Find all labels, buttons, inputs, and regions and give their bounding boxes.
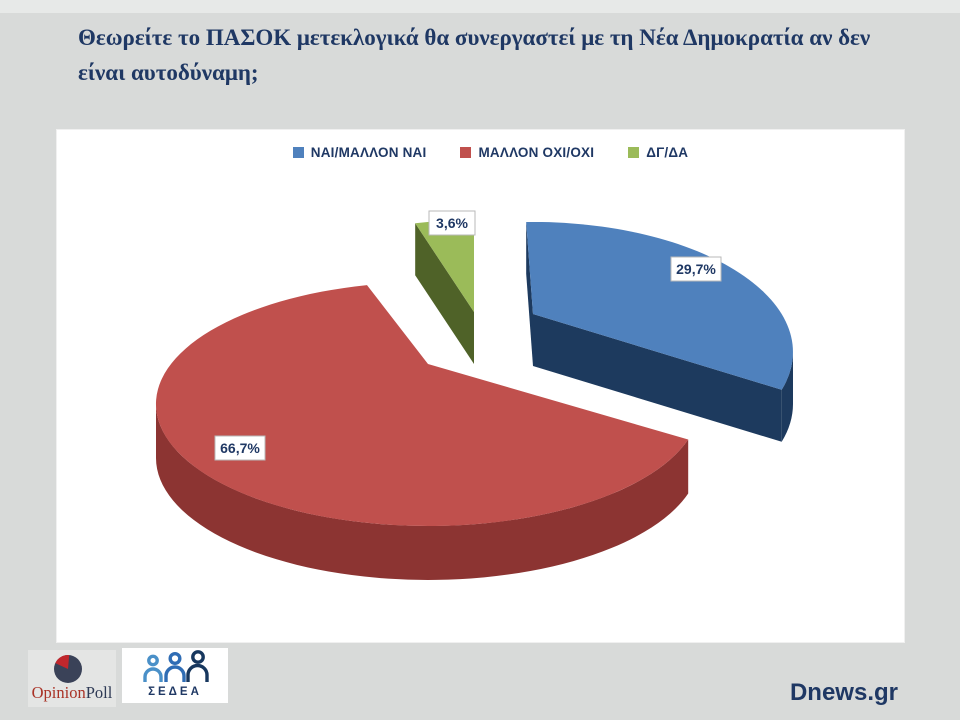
opinion-poll-pie-icon xyxy=(54,654,82,683)
sedea-logo-text: ΣΕΔΕΑ xyxy=(148,686,202,698)
top-strip xyxy=(0,0,960,13)
page-title-line2: είναι αυτοδύναμη; xyxy=(78,60,259,85)
sedea-logo: ΣΕΔΕΑ xyxy=(122,648,228,703)
page-title-line1: Θεωρείτε το ΠΑΣΟΚ μετεκλογικά θα συνεργα… xyxy=(78,25,871,50)
legend-label-yes: ΝΑΙ/ΜΑΛΛΟΝ ΝΑΙ xyxy=(310,145,427,160)
legend-label-dk: ΔΓ/ΔΑ xyxy=(646,145,689,160)
site-watermark: Dnews.gr xyxy=(789,679,898,706)
legend-swatch-dk-icon xyxy=(628,147,640,158)
opinion-poll-logo-text: OpinionPoll xyxy=(28,683,116,703)
legend-item-yes: ΝΑΙ/ΜΑΛΛΟΝ ΝΑΙ xyxy=(292,145,427,160)
footer: OpinionPoll ΣΕΔΕΑ Dnews.gr xyxy=(0,643,960,720)
chart-legend: ΝΑΙ/ΜΑΛΛΟΝ ΝΑΙ ΜΑΛΛΟΝ ΟΧΙ/ΟΧΙ ΔΓ/ΔΑ xyxy=(57,145,904,160)
legend-swatch-no-icon xyxy=(460,147,472,158)
legend-swatch-yes-icon xyxy=(292,147,304,158)
opinion-poll-text-secondary: Poll xyxy=(85,683,113,702)
sedea-people-icon xyxy=(143,650,209,682)
legend-item-no: ΜΑΛΛΟΝ ΟΧΙ/ΟΧΙ xyxy=(460,145,594,160)
opinion-poll-logo: OpinionPoll xyxy=(28,650,116,707)
legend-item-dk: ΔΓ/ΔΑ xyxy=(628,145,688,160)
page-title: Θεωρείτε το ΠΑΣΟΚ μετεκλογικά θα συνεργα… xyxy=(78,20,898,90)
chart-panel: ΝΑΙ/ΜΑΛΛΟΝ ΝΑΙ ΜΑΛΛΟΝ ΟΧΙ/ΟΧΙ ΔΓ/ΔΑ xyxy=(56,129,905,643)
legend-label-no: ΜΑΛΛΟΝ ΟΧΙ/ΟΧΙ xyxy=(478,145,595,160)
opinion-poll-text-primary: Opinion xyxy=(31,683,86,702)
